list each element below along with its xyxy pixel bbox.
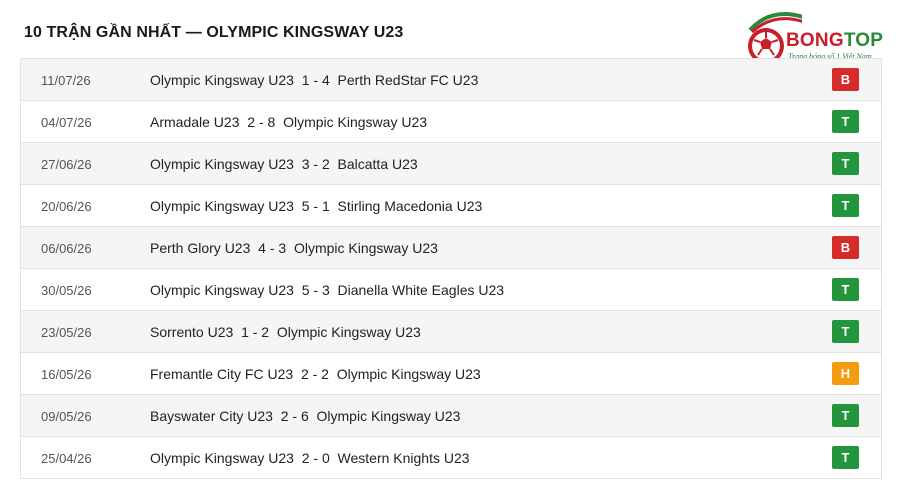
home-team: Olympic Kingsway U23	[150, 450, 294, 466]
match-score: 4 - 3	[258, 240, 287, 256]
away-team: Dianella White Eagles U23	[337, 282, 505, 298]
away-team: Olympic Kingsway U23	[283, 114, 428, 130]
header: 10 TRẬN GẦN NHẤT — OLYMPIC KINGSWAY U23 …	[0, 0, 900, 64]
result-badge: B	[832, 236, 859, 259]
match-score: 1 - 4	[301, 72, 330, 88]
match-fixture[interactable]: Armadale U23 2 - 8 Olympic Kingsway U23	[150, 114, 427, 130]
match-list: 11/07/26 Olympic Kingsway U23 1 - 4 Perth…	[20, 58, 882, 479]
away-team: Olympic Kingsway U23	[276, 324, 421, 340]
home-team: Olympic Kingsway U23	[150, 198, 294, 214]
home-team: Olympic Kingsway U23	[150, 156, 294, 172]
bongtop-logo[interactable]: BONGTOP Trang bóng số 1 Việt Nam	[742, 8, 892, 70]
match-fixture[interactable]: Olympic Kingsway U23 5 - 1 Stirling Mace…	[150, 198, 482, 214]
match-row[interactable]: 23/05/26 Sorrento U23 1 - 2 Olympic Kings…	[21, 310, 881, 352]
home-team: Olympic Kingsway U23	[150, 282, 294, 298]
away-team: Olympic Kingsway U23	[336, 366, 481, 382]
home-team: Armadale U23	[150, 114, 240, 130]
result-badge: H	[832, 362, 859, 385]
home-team: Sorrento U23	[150, 324, 234, 340]
match-date: 09/05/26	[41, 409, 92, 424]
result-badge: T	[832, 194, 859, 217]
result-badge: B	[832, 68, 859, 91]
match-score: 2 - 8	[247, 114, 276, 130]
match-score: 3 - 2	[301, 156, 330, 172]
match-fixture[interactable]: Olympic Kingsway U23 2 - 0 Western Knigh…	[150, 450, 470, 466]
away-team: Olympic Kingsway U23	[316, 408, 461, 424]
page-title: 10 TRẬN GẦN NHẤT — OLYMPIC KINGSWAY U23	[24, 24, 404, 41]
match-row[interactable]: 04/07/26 Armadale U23 2 - 8 Olympic Kings…	[21, 100, 881, 142]
match-fixture[interactable]: Olympic Kingsway U23 1 - 4 Perth RedStar…	[150, 72, 478, 88]
match-score: 1 - 2	[241, 324, 270, 340]
match-row[interactable]: 20/06/26 Olympic Kingsway U23 5 - 1 Stirl…	[21, 184, 881, 226]
match-date: 20/06/26	[41, 199, 92, 214]
match-score: 2 - 0	[301, 450, 330, 466]
match-fixture[interactable]: Bayswater City U23 2 - 6 Olympic Kingswa…	[150, 408, 460, 424]
match-row[interactable]: 09/05/26 Bayswater City U23 2 - 6 Olympic…	[21, 394, 881, 436]
match-row[interactable]: 30/05/26 Olympic Kingsway U23 5 - 3 Diane…	[21, 268, 881, 310]
match-date: 06/06/26	[41, 241, 92, 256]
match-fixture[interactable]: Olympic Kingsway U23 5 - 3 Dianella Whit…	[150, 282, 504, 298]
result-badge: T	[832, 278, 859, 301]
away-team: Perth RedStar FC U23	[337, 72, 479, 88]
match-row[interactable]: 16/05/26 Fremantle City FC U23 2 - 2 Olym…	[21, 352, 881, 394]
match-row[interactable]: 27/06/26 Olympic Kingsway U23 3 - 2 Balca…	[21, 142, 881, 184]
soccer-ball-icon	[748, 12, 802, 64]
logo-wordmark: BONGTOP	[786, 30, 884, 51]
match-score: 5 - 1	[301, 198, 330, 214]
match-score: 5 - 3	[301, 282, 330, 298]
away-team: Stirling Macedonia U23	[337, 198, 483, 214]
match-date: 25/04/26	[41, 451, 92, 466]
home-team: Perth Glory U23	[150, 240, 251, 256]
match-score: 2 - 6	[280, 408, 309, 424]
away-team: Balcatta U23	[337, 156, 418, 172]
match-date: 23/05/26	[41, 325, 92, 340]
home-team: Fremantle City FC U23	[150, 366, 294, 382]
match-row[interactable]: 25/04/26 Olympic Kingsway U23 2 - 0 Weste…	[21, 436, 881, 478]
match-date: 16/05/26	[41, 367, 92, 382]
match-score: 2 - 2	[300, 366, 329, 382]
match-date: 04/07/26	[41, 115, 92, 130]
logo-tagline: Trang bóng số 1 Việt Nam	[788, 52, 872, 61]
match-row[interactable]: 06/06/26 Perth Glory U23 4 - 3 Olympic Ki…	[21, 226, 881, 268]
match-fixture[interactable]: Olympic Kingsway U23 3 - 2 Balcatta U23	[150, 156, 418, 172]
result-badge: T	[832, 404, 859, 427]
result-badge: T	[832, 152, 859, 175]
home-team: Olympic Kingsway U23	[150, 72, 294, 88]
match-row[interactable]: 11/07/26 Olympic Kingsway U23 1 - 4 Perth…	[21, 58, 881, 100]
match-date: 30/05/26	[41, 283, 92, 298]
match-date: 11/07/26	[41, 73, 91, 88]
result-badge: T	[832, 446, 859, 469]
match-fixture[interactable]: Fremantle City FC U23 2 - 2 Olympic King…	[150, 366, 481, 382]
result-badge: T	[832, 320, 859, 343]
away-team: Western Knights U23	[337, 450, 470, 466]
home-team: Bayswater City U23	[150, 408, 273, 424]
match-fixture[interactable]: Perth Glory U23 4 - 3 Olympic Kingsway U…	[150, 240, 438, 256]
match-fixture[interactable]: Sorrento U23 1 - 2 Olympic Kingsway U23	[150, 324, 421, 340]
match-date: 27/06/26	[41, 157, 92, 172]
result-badge: T	[832, 110, 859, 133]
away-team: Olympic Kingsway U23	[293, 240, 438, 256]
